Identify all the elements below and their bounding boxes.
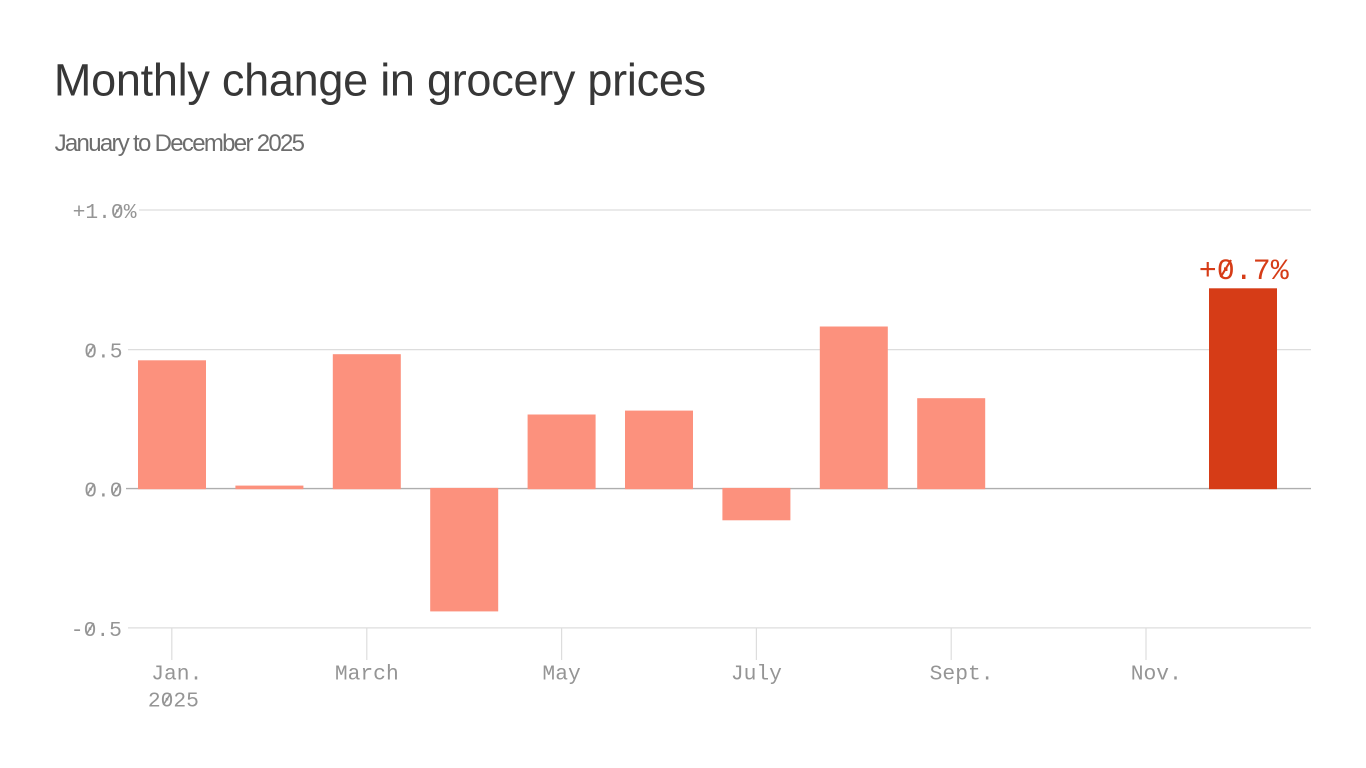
svg-text:Sept.: Sept. <box>930 663 994 687</box>
svg-text:+0.7%: +0.7% <box>1199 255 1290 289</box>
svg-text:+1.0%: +1.0% <box>73 201 137 225</box>
svg-text:January to December 2025: January to December 2025 <box>55 130 305 157</box>
svg-text:Nov.: Nov. <box>1131 663 1182 687</box>
svg-text:March: March <box>335 663 399 687</box>
svg-text:May: May <box>542 663 581 687</box>
svg-text:Jan.: Jan. <box>151 663 202 687</box>
svg-text:2025: 2025 <box>148 690 199 714</box>
svg-text:Monthly change in grocery pric: Monthly change in grocery prices <box>54 55 706 106</box>
svg-text:July: July <box>731 663 782 687</box>
svg-text:0.0: 0.0 <box>84 480 122 504</box>
svg-text:-0.5: -0.5 <box>71 619 122 643</box>
svg-text:0.5: 0.5 <box>84 341 122 365</box>
